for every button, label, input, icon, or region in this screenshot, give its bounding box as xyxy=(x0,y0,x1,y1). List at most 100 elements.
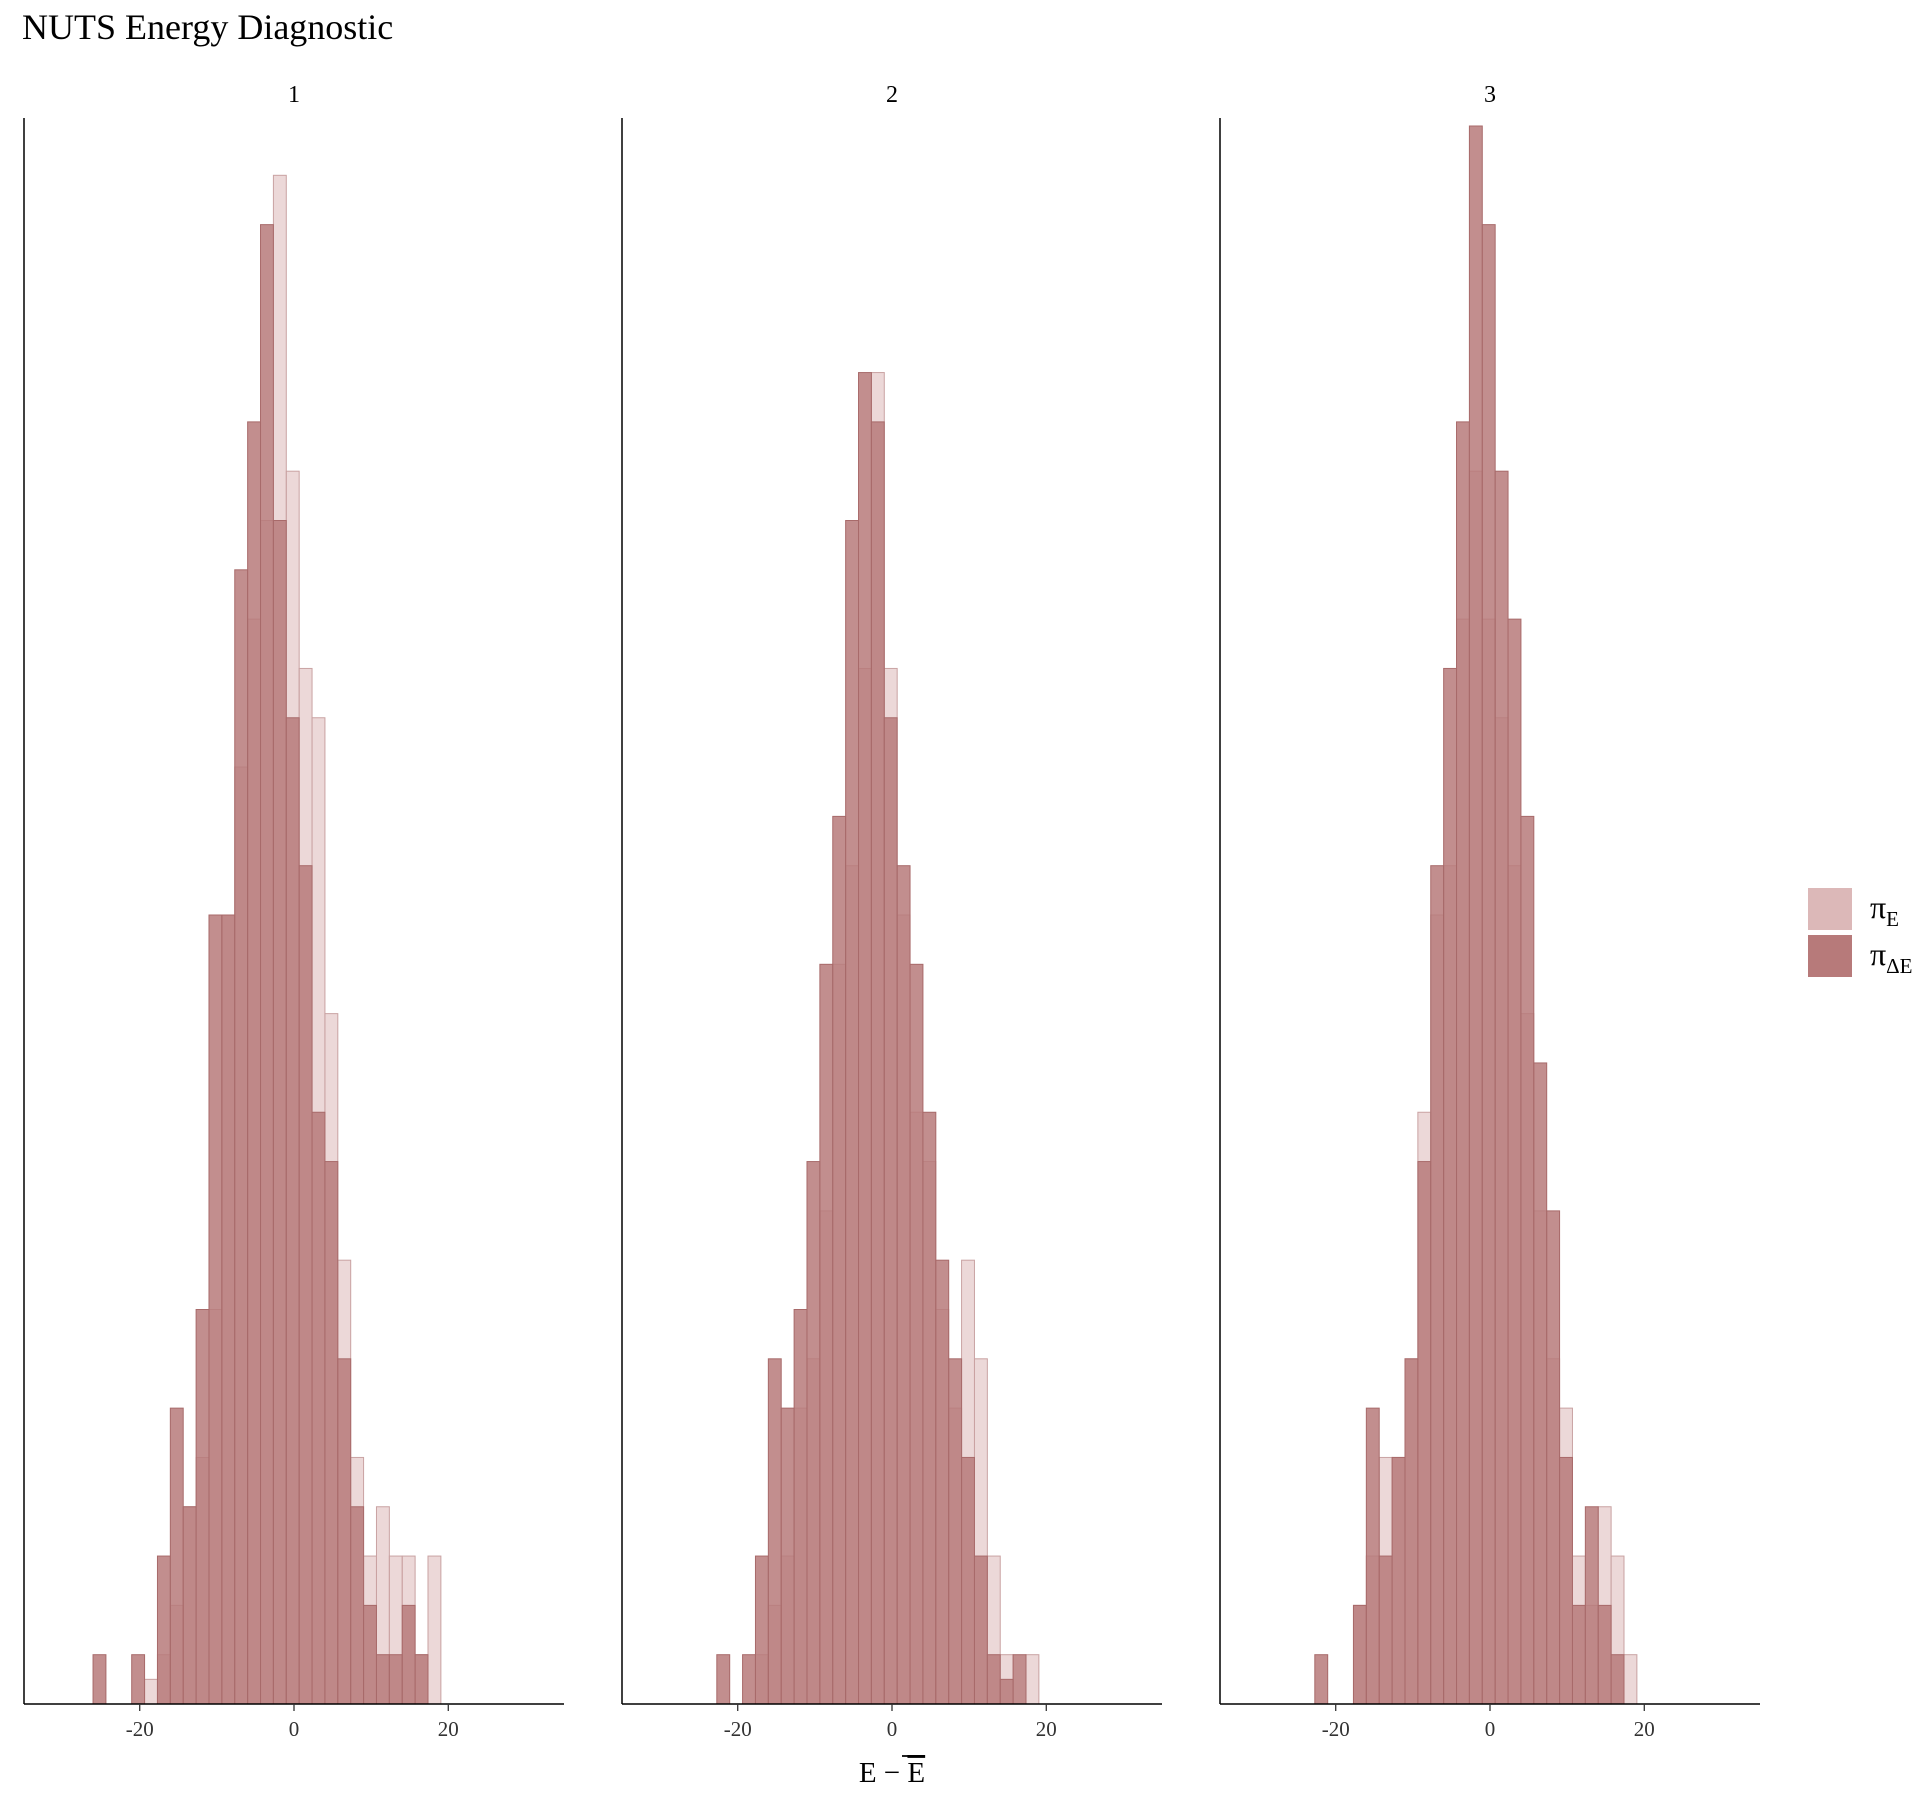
pi-de-bar xyxy=(1404,1358,1419,1705)
pi-de-bar xyxy=(1571,1604,1586,1705)
pi-de-bar xyxy=(311,1111,326,1705)
pi-de-bar xyxy=(247,421,262,1705)
pi-de-bar xyxy=(156,1555,171,1705)
pi-de-bar xyxy=(1417,1161,1432,1705)
pi-de-bar xyxy=(375,1654,390,1705)
pi-de-bar xyxy=(350,1506,365,1705)
facet-panel-3: 3 -20 0 20 xyxy=(1219,82,1760,1741)
pi-de-bar xyxy=(1559,1456,1573,1705)
pi-de-bar xyxy=(1391,1456,1406,1705)
pi-de-bar xyxy=(401,1604,416,1705)
x-tick-label: -20 xyxy=(724,1717,752,1741)
pi-de-bar xyxy=(1597,1604,1612,1705)
pi-de-bar xyxy=(716,1654,731,1705)
pi-de-bar xyxy=(1456,421,1470,1705)
pi-de-bar xyxy=(1352,1604,1367,1705)
facet-panel-2: 2 -20 0 20 xyxy=(621,82,1162,1741)
x-tick-label: 20 xyxy=(1634,1717,1655,1741)
pi-de-bar xyxy=(1314,1654,1329,1705)
legend-item-pi_E: πE xyxy=(1808,888,1899,931)
pi-de-bar xyxy=(780,1407,795,1705)
pi-de-bar xyxy=(208,914,223,1705)
facet-panel-1: 1 -20 0 20 xyxy=(23,82,564,1741)
pi-de-bar xyxy=(363,1604,377,1705)
pi-de-bar xyxy=(832,815,847,1705)
pi-de-bar xyxy=(337,1358,352,1705)
pi-de-bar xyxy=(948,1358,963,1705)
pi-de-bar xyxy=(973,1555,988,1705)
pi-de-bar xyxy=(1430,865,1445,1705)
pi-de-bar xyxy=(1012,1654,1027,1705)
pi-de-bar xyxy=(298,865,313,1705)
pi-de-bar xyxy=(1468,125,1483,1705)
chart-title: NUTS Energy Diagnostic xyxy=(22,7,394,47)
pi-de-bar xyxy=(234,569,249,1705)
pi-de-bar xyxy=(793,1309,808,1705)
pi-de-bar xyxy=(1533,1062,1548,1705)
pi-de-bar xyxy=(1365,1407,1380,1705)
pi-de-bar xyxy=(1494,470,1509,1705)
pi-de-bar xyxy=(1378,1555,1393,1705)
pi-de-bar xyxy=(1481,224,1496,1705)
pi-de-series xyxy=(92,224,429,1705)
pi-de-bar xyxy=(182,1506,197,1705)
pi-de-bar xyxy=(324,1161,339,1705)
pi-de-bar xyxy=(896,865,911,1705)
pi-de-bar xyxy=(858,372,872,1705)
pi-de-bar xyxy=(961,1456,975,1705)
pi-de-bar xyxy=(986,1654,1001,1705)
x-tick-label: 0 xyxy=(289,1717,300,1741)
pi-de-bar xyxy=(754,1555,769,1705)
pi-de-bar xyxy=(935,1259,950,1705)
pi-de-bar xyxy=(999,1678,1014,1705)
pi-de-bar xyxy=(1443,667,1458,1705)
pi-de-bar xyxy=(195,1309,210,1705)
pi-de-bar xyxy=(92,1654,107,1705)
legend: πE πΔE xyxy=(1808,888,1913,978)
pi-de-bar xyxy=(1520,815,1535,1705)
legend-swatch xyxy=(1808,888,1852,930)
pi-de-bar xyxy=(742,1654,756,1705)
legend-label: πE xyxy=(1870,889,1899,931)
facet-label: 1 xyxy=(288,82,300,108)
x-tick-label: 0 xyxy=(1485,1717,1496,1741)
pi-e-bar xyxy=(144,1678,158,1705)
pi-de-bar xyxy=(1546,1210,1561,1705)
pi-de-bar xyxy=(870,421,885,1705)
legend-item-pi_dE: πΔE xyxy=(1808,935,1913,978)
pi-de-bar xyxy=(819,963,834,1705)
pi-e-bar xyxy=(427,1555,442,1705)
pi-de-bar xyxy=(922,1111,937,1705)
legend-swatch xyxy=(1808,935,1852,977)
facet-label: 3 xyxy=(1484,82,1496,108)
pi-de-bar xyxy=(909,963,924,1705)
pi-de-bar xyxy=(131,1654,146,1705)
pi-de-bar xyxy=(845,520,860,1705)
x-axis-title: E − E xyxy=(859,1755,925,1789)
pi-de-series xyxy=(1314,125,1625,1705)
x-tick-label: -20 xyxy=(126,1717,154,1741)
pi-de-bar xyxy=(806,1161,821,1705)
pi-de-bar xyxy=(1584,1506,1599,1705)
pi-de-bar xyxy=(221,914,236,1705)
facet-label: 2 xyxy=(886,82,898,108)
pi-de-bar xyxy=(767,1358,782,1705)
pi-de-bar xyxy=(883,717,898,1705)
x-tick-label: -20 xyxy=(1322,1717,1350,1741)
pi-de-bar xyxy=(1507,618,1522,1705)
pi-de-bar xyxy=(169,1407,184,1705)
pi-e-bar xyxy=(1025,1654,1040,1705)
pi-de-bar xyxy=(285,717,300,1705)
x-tick-label: 20 xyxy=(438,1717,459,1741)
facet-panels: 1 -20 0 20 2 -20 0 20 3 -20 0 20 xyxy=(23,82,1760,1741)
x-tick-label: 20 xyxy=(1036,1717,1057,1741)
x-axis-title-text: E − E xyxy=(859,1757,925,1789)
pi-e-bar xyxy=(1623,1654,1638,1705)
pi-de-bar xyxy=(388,1654,403,1705)
legend-label: πΔE xyxy=(1870,936,1913,978)
x-tick-label: 0 xyxy=(887,1717,898,1741)
pi-de-series xyxy=(716,372,1027,1705)
pi-de-bar xyxy=(272,520,287,1705)
pi-de-bar xyxy=(260,224,274,1705)
